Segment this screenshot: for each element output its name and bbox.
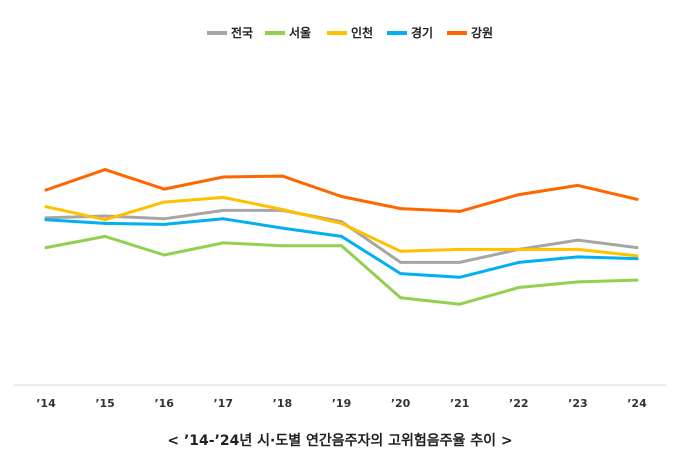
data-point-5-11 xyxy=(635,197,639,201)
data-point-2-9 xyxy=(517,286,521,289)
data-point-2-2 xyxy=(103,234,107,238)
x-tick-label-6: ’19 xyxy=(332,397,352,410)
data-point-3-9 xyxy=(517,247,521,251)
data-point-2-3 xyxy=(162,253,166,257)
data-point-5-3 xyxy=(162,187,166,191)
data-point-5-10 xyxy=(576,183,580,187)
data-point-4-4 xyxy=(221,217,225,221)
legend-label-2: 서울 xyxy=(289,25,311,40)
data-point-1-10 xyxy=(576,238,580,242)
data-point-2-8 xyxy=(458,302,462,306)
data-point-2-1 xyxy=(44,246,48,250)
data-point-1-3 xyxy=(162,217,166,221)
legend-label-3: 인천 xyxy=(351,25,373,40)
data-point-4-3 xyxy=(162,222,166,226)
data-point-3-7 xyxy=(399,249,403,253)
data-point-5-9 xyxy=(517,193,521,197)
data-point-5-5 xyxy=(280,174,284,178)
data-point-5-7 xyxy=(399,207,403,211)
data-point-3-4 xyxy=(221,195,225,199)
x-tick-label-8: ’21 xyxy=(450,397,470,410)
data-point-3-1 xyxy=(44,205,48,209)
data-point-1-2 xyxy=(103,214,107,218)
data-point-3-5 xyxy=(280,208,284,211)
data-point-4-8 xyxy=(458,275,462,279)
data-point-1-4 xyxy=(221,208,225,212)
data-point-4-11 xyxy=(635,257,639,261)
data-point-2-7 xyxy=(399,296,403,300)
data-point-5-8 xyxy=(458,209,462,213)
x-tick-label-5: ’18 xyxy=(273,397,293,410)
x-tick-label-7: ’20 xyxy=(391,397,411,410)
x-tick-label-9: ’22 xyxy=(509,397,529,410)
data-point-2-6 xyxy=(340,244,343,248)
data-point-1-7 xyxy=(399,260,403,264)
data-point-4-9 xyxy=(517,260,521,264)
data-point-3-6 xyxy=(340,221,343,225)
data-point-4-2 xyxy=(103,221,107,225)
data-point-4-7 xyxy=(399,272,403,276)
series-line-5 xyxy=(44,168,639,213)
legend-label-5: 강원 xyxy=(471,26,493,40)
data-point-3-10 xyxy=(576,247,580,251)
chart-title: < ’14-’24년 시·도별 연간음주자의 고위험음주율 추이 > xyxy=(167,433,513,449)
data-point-4-1 xyxy=(44,218,48,222)
data-point-3-11 xyxy=(635,254,639,258)
data-point-2-10 xyxy=(576,280,580,284)
data-point-3-2 xyxy=(103,218,107,222)
data-point-3-3 xyxy=(162,200,166,204)
x-tick-label-2: ’15 xyxy=(95,397,115,410)
legend-label-1: 전국 xyxy=(231,25,253,40)
x-tick-label-1: ’14 xyxy=(36,397,56,410)
data-point-4-10 xyxy=(576,255,580,259)
data-point-5-4 xyxy=(221,175,225,179)
data-point-5-1 xyxy=(44,188,48,192)
legend-label-4: 경기 xyxy=(411,25,433,40)
x-axis-ticks: ’14 ’15 ’16 ’17 ’18 ’19 ’20 ’21 ’22 ’23 ’24 xyxy=(36,397,647,410)
data-point-3-8 xyxy=(458,247,462,251)
x-tick-label-4: ’17 xyxy=(214,397,234,410)
chart-legend: 전국 서울 인천 경기 강원 xyxy=(207,25,493,40)
data-point-4-6 xyxy=(340,234,343,238)
x-tick-label-10: ’23 xyxy=(568,397,588,410)
data-point-5-6 xyxy=(340,195,343,198)
x-tick-label-11: ’24 xyxy=(627,397,647,410)
data-point-2-4 xyxy=(221,241,225,245)
data-point-5-2 xyxy=(103,168,107,172)
series-layer xyxy=(44,168,639,306)
data-point-1-8 xyxy=(458,260,462,264)
data-point-1-11 xyxy=(635,246,639,250)
data-point-2-11 xyxy=(635,278,639,282)
data-point-2-5 xyxy=(280,244,284,248)
data-point-4-5 xyxy=(280,226,284,230)
x-tick-label-3: ’16 xyxy=(154,397,174,410)
